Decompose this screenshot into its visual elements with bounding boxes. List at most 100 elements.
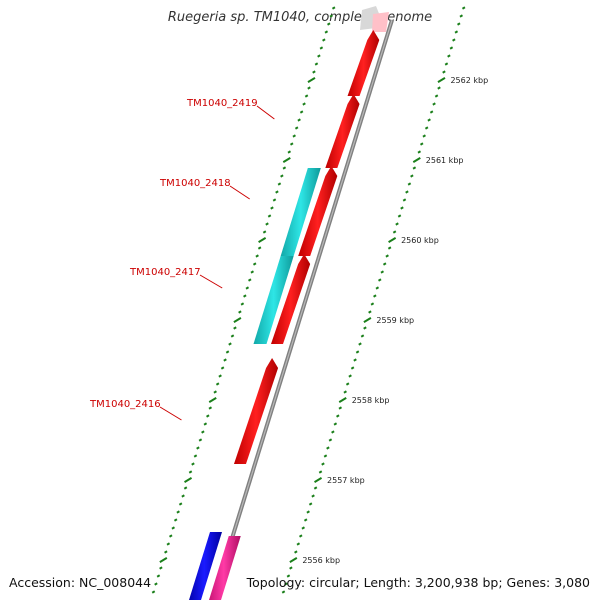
minor-dot [287, 150, 292, 154]
minor-dot [183, 486, 188, 490]
minor-tick [294, 550, 298, 554]
minor-tick [461, 6, 466, 10]
gene-label: TM1040_2419 [186, 98, 258, 109]
minor-tick [311, 494, 315, 498]
major-dot [258, 237, 267, 243]
minor-dot [265, 222, 269, 226]
blue-feature [189, 532, 222, 600]
major-tick [338, 397, 347, 403]
minor-tick [358, 342, 362, 346]
minor-dot [164, 550, 168, 554]
minor-dot [314, 62, 319, 66]
minor-dot [252, 262, 257, 266]
tick-track: 2556 kbp 2557 kbp 2558 kbp 2559 kbp 2560 kbp… [281, 6, 488, 594]
gene-arrow [325, 94, 360, 168]
minor-dot [206, 414, 210, 418]
genome-summary-text: Topology: circular; Length: 3,200,938 bp… [246, 575, 590, 590]
minor-tick [422, 134, 426, 138]
minor-tick [289, 566, 293, 570]
minor-tick [303, 518, 308, 522]
major-dot [159, 557, 168, 563]
minor-dot [243, 294, 247, 298]
minor-dot [213, 390, 217, 394]
major-dot [184, 477, 193, 483]
minor-dot [247, 278, 252, 282]
minor-dot [317, 54, 321, 58]
minor-dot [299, 110, 304, 114]
minor-dot [297, 118, 301, 122]
tick-label: 2557 kbp [327, 476, 365, 485]
minor-dot [292, 134, 296, 138]
minor-dot [156, 574, 161, 578]
minor-tick [407, 182, 412, 186]
minor-tick [395, 222, 399, 226]
minor-tick [370, 302, 375, 306]
minor-tick [392, 230, 397, 234]
minor-tick [368, 310, 372, 314]
minor-tick [432, 102, 436, 106]
minor-dot [255, 254, 259, 258]
minor-dot [168, 534, 173, 538]
minor-dot [193, 454, 198, 458]
minor-dot [208, 406, 213, 410]
minor-dot [304, 94, 309, 98]
minor-dot [240, 302, 245, 306]
minor-tick [437, 86, 441, 90]
minor-tick [459, 14, 463, 18]
accession-text: Accession: NC_008044 [9, 575, 152, 590]
minor-dot [245, 286, 250, 290]
minor-tick [313, 486, 318, 490]
backbone [211, 19, 394, 600]
tick-label: 2559 kbp [376, 316, 414, 325]
minor-dot [151, 590, 156, 594]
minor-dot [282, 166, 287, 170]
minor-tick [454, 30, 459, 34]
minor-dot [275, 190, 279, 194]
minor-tick [375, 286, 380, 290]
minor-tick [382, 262, 387, 266]
major-dot [282, 157, 291, 163]
tick-label: 2556 kbp [302, 556, 340, 565]
gene-leader-line [159, 406, 182, 421]
tick-label: 2558 kbp [352, 396, 390, 405]
minor-tick [321, 462, 325, 466]
minor-tick [348, 374, 352, 378]
minor-tick [281, 590, 286, 594]
major-tick [437, 77, 446, 83]
gene-arrow [271, 254, 311, 344]
minor-tick [308, 502, 313, 506]
cds-feature [253, 256, 294, 344]
minor-dot [191, 462, 195, 466]
pink-feature [209, 536, 241, 600]
major-dot [233, 317, 242, 323]
minor-dot [257, 246, 262, 250]
minor-dot [238, 310, 242, 314]
minor-tick [373, 294, 377, 298]
minor-dot [331, 6, 336, 10]
minor-dot [250, 270, 254, 274]
minor-dot [262, 230, 267, 234]
minor-dot [176, 510, 180, 514]
minor-tick [405, 190, 409, 194]
gene-label: TM1040_2417 [129, 267, 201, 278]
minor-dot [230, 334, 235, 338]
minor-dot [166, 542, 171, 546]
minor-tick [298, 534, 303, 538]
minor-dot [228, 342, 232, 346]
minor-tick [301, 526, 305, 530]
minor-dot [319, 46, 324, 50]
minor-dot [272, 198, 277, 202]
minor-tick [387, 246, 392, 250]
minor-tick [447, 54, 451, 58]
gene-leader-line [256, 105, 275, 120]
major-tick [289, 557, 298, 563]
tick-label: 2562 kbp [450, 76, 488, 85]
minor-tick [429, 110, 434, 114]
minor-dot [218, 374, 222, 378]
minor-dot [198, 438, 203, 442]
minor-dot [223, 358, 227, 362]
dot-track-left [151, 6, 336, 594]
minor-dot [215, 382, 220, 386]
minor-tick [326, 446, 330, 450]
